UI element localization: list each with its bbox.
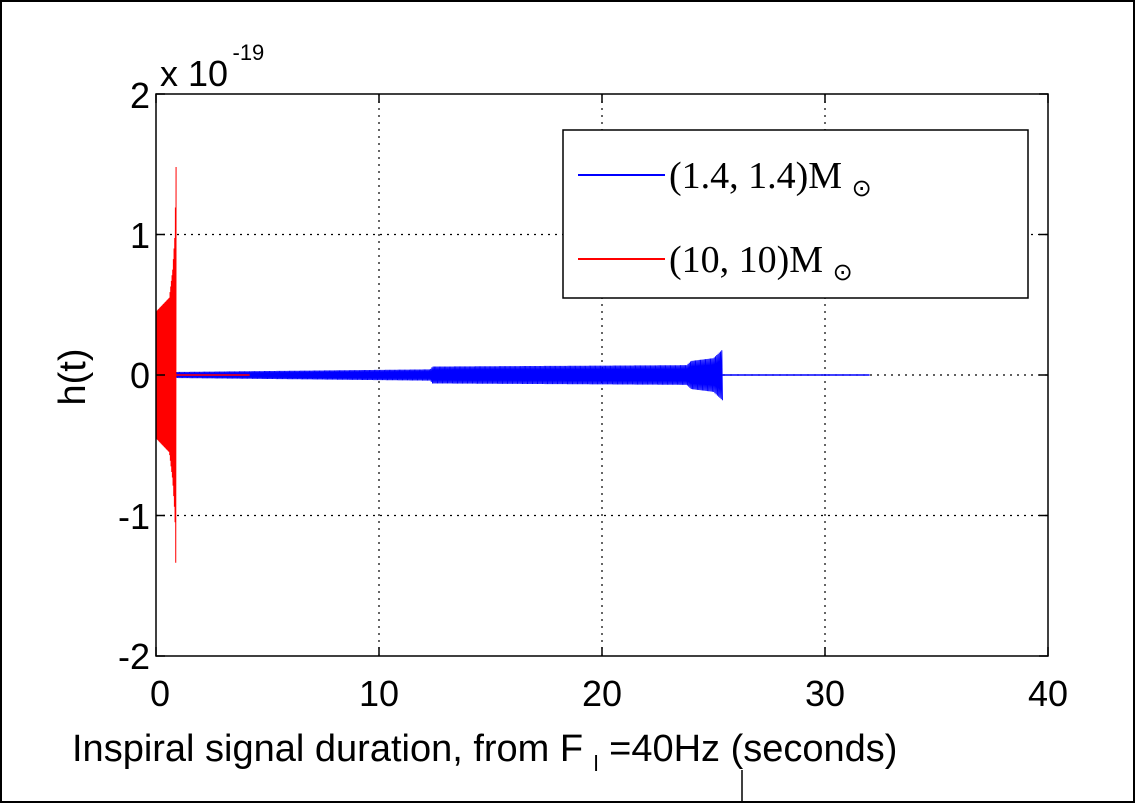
- y-tick-label: -1: [118, 496, 150, 537]
- series-waveform-1: [157, 350, 723, 401]
- series-layer: [155, 167, 870, 563]
- legend-sub-series-2: ⊙: [833, 260, 853, 286]
- y-tick-label: 0: [130, 355, 150, 396]
- x-tick-label: 10: [359, 673, 399, 714]
- x-tick-label: 40: [1028, 673, 1068, 714]
- legend-entry-series-2: (10, 10)M ⊙: [669, 239, 853, 286]
- x-axis-label-subscript: l: [594, 751, 599, 776]
- x-axis-label: Inspiral signal duration, from F l =40Hz…: [72, 728, 897, 780]
- legend: (1.4, 1.4)M ⊙ (10, 10)M ⊙: [562, 129, 1029, 299]
- y-tick-label: 2: [130, 75, 150, 116]
- y-tick-label: -2: [118, 636, 150, 677]
- series-waveform-2: [155, 167, 177, 563]
- y-axis-label: h(t): [52, 349, 94, 406]
- legend-sub-series-1: ⊙: [852, 176, 872, 202]
- tick-marks: [155, 93, 1049, 657]
- legend-label-series-2: (10, 10)M: [669, 239, 823, 281]
- x-tick-label: 0: [150, 673, 170, 714]
- x-tick-label: 20: [582, 673, 622, 714]
- x-axis-label-tail: =40Hz (seconds): [609, 728, 897, 770]
- legend-label-series-1: (1.4, 1.4)M: [669, 155, 842, 197]
- legend-box: [562, 129, 1029, 299]
- y-exponent-power: -19: [233, 40, 265, 65]
- legend-entry-series-1: (1.4, 1.4)M ⊙: [669, 155, 872, 202]
- y-exponent-prefix: x 10: [160, 53, 228, 94]
- y-exponent-label: x 10 -19: [160, 40, 264, 94]
- x-tick-label: 30: [805, 673, 845, 714]
- y-tick-label: 1: [130, 215, 150, 256]
- x-axis-label-main: Inspiral signal duration, from F: [72, 728, 583, 770]
